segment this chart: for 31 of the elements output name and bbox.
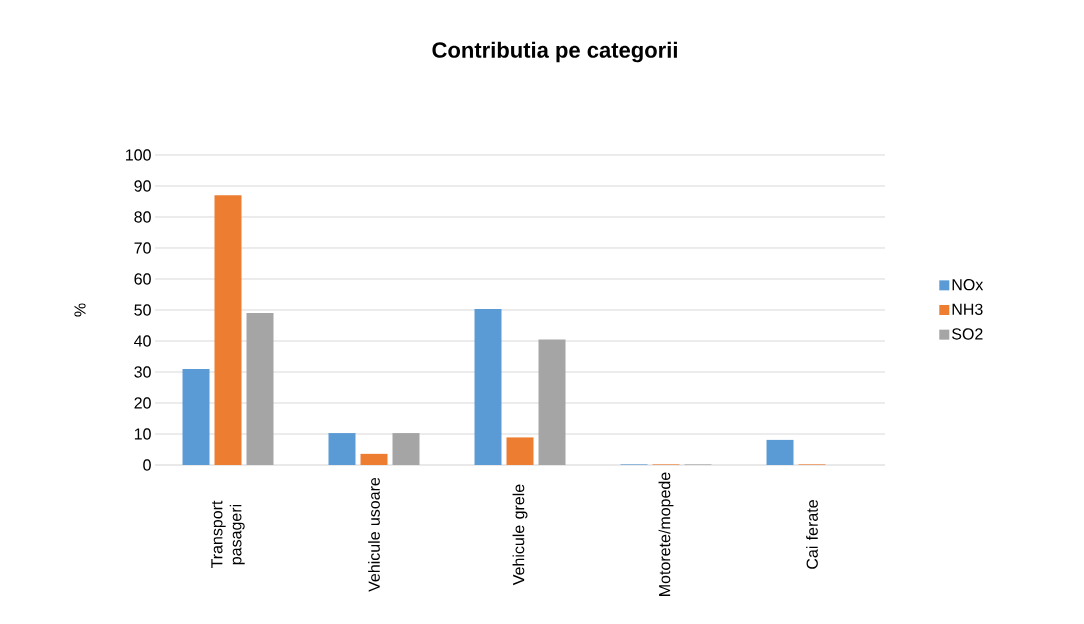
x-tick-label: Motorete/mopede	[658, 472, 674, 596]
bar	[246, 313, 274, 465]
y-tick-label: 70	[134, 242, 151, 254]
y-tick-label: 40	[134, 335, 151, 347]
y-tick-label: 100	[126, 149, 151, 161]
bar	[214, 195, 242, 465]
bar	[506, 437, 534, 465]
y-tick-label: 10	[134, 428, 151, 440]
y-tick-label: 50	[134, 304, 151, 316]
bar	[360, 453, 388, 465]
chart-title: Contributia pe categorii	[432, 41, 677, 63]
x-tick-label: Vehicule grele	[512, 484, 528, 586]
legend-label: NOx	[952, 279, 984, 291]
x-tick-label: Vehicule usoare	[368, 477, 380, 592]
legend-label: NH3	[952, 303, 983, 315]
y-tick-label: 90	[134, 180, 151, 192]
bar	[766, 439, 794, 465]
y-axis-title: %	[74, 303, 86, 317]
x-tick-label: Cai ferate	[806, 500, 818, 569]
y-tick-label: 60	[134, 273, 151, 285]
bar	[538, 339, 566, 465]
y-tick-label: 80	[134, 211, 151, 223]
bar	[328, 433, 356, 465]
bar	[392, 433, 420, 465]
legend-label: SO2	[952, 328, 983, 340]
y-tick-label: 0	[143, 459, 151, 471]
x-tick-label: Transport pasageri	[211, 500, 245, 569]
y-tick-label: 30	[134, 366, 151, 378]
bar	[182, 368, 210, 465]
y-tick-label: 20	[134, 397, 151, 409]
bar	[474, 309, 502, 465]
